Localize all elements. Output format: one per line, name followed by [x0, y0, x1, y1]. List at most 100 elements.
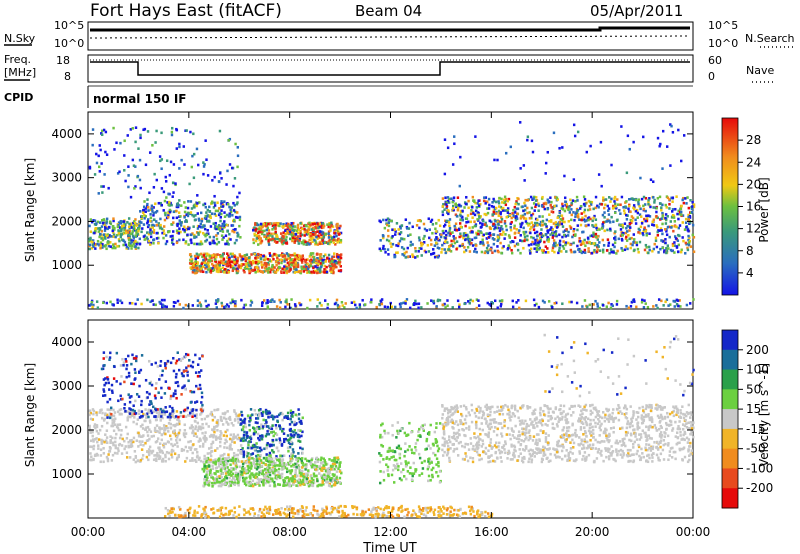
- power-echo: [222, 222, 225, 226]
- power-echo: [675, 195, 678, 198]
- power-echo: [329, 240, 333, 244]
- power-echo: [441, 303, 444, 307]
- power-echo: [314, 241, 318, 245]
- velocity-echo: [108, 358, 111, 362]
- power-echo: [587, 247, 590, 250]
- power-echo: [432, 301, 436, 305]
- power-echo: [472, 212, 475, 215]
- power-echo: [252, 228, 255, 232]
- power-echo: [521, 221, 524, 225]
- power-echo: [157, 222, 160, 225]
- power-echo: [614, 204, 617, 208]
- power-echo: [533, 303, 537, 307]
- power-echo: [579, 240, 582, 243]
- velocity-echo: [219, 454, 222, 458]
- power-echo: [268, 222, 272, 225]
- power-echo: [248, 259, 251, 262]
- velocity-echo: [111, 419, 114, 422]
- power-echo: [635, 208, 639, 212]
- power-echo: [282, 241, 285, 244]
- power-echo: [198, 230, 202, 234]
- power-echo: [143, 200, 146, 203]
- power-echo: [470, 230, 474, 234]
- power-echo: [506, 211, 510, 214]
- velocity-echo: [184, 415, 188, 418]
- velocity-echo: [176, 445, 179, 448]
- velocity-echo: [111, 453, 115, 457]
- power-echo: [216, 209, 220, 213]
- power-echo: [331, 259, 334, 263]
- power-echo: [591, 224, 594, 227]
- velocity-echo: [139, 368, 143, 372]
- power-echo: [454, 226, 457, 230]
- power-echo: [146, 218, 150, 221]
- power-echo: [257, 227, 260, 231]
- power-echo: [510, 216, 513, 220]
- velocity-echo: [286, 438, 289, 442]
- power-echo: [332, 235, 336, 239]
- power-echo: [172, 191, 175, 194]
- power-echo: [166, 230, 170, 234]
- power-echo: [629, 226, 632, 229]
- power-echo: [386, 223, 389, 227]
- power-echo: [338, 226, 341, 230]
- velocity-echo: [233, 409, 236, 412]
- freq-label-1: Freq.: [4, 53, 31, 66]
- power-echo: [379, 299, 383, 303]
- power-echo: [474, 223, 478, 226]
- power-echo: [194, 257, 198, 261]
- velocity-echo: [238, 436, 241, 440]
- power-echo: [678, 212, 681, 216]
- power-echo: [271, 255, 274, 258]
- velocity-echo: [268, 454, 271, 457]
- power-echo: [656, 306, 659, 310]
- power-echo: [221, 252, 225, 256]
- power-echo: [593, 242, 597, 245]
- velocity-echo: [288, 445, 292, 449]
- velocity-echo: [265, 421, 268, 424]
- power-echo: [499, 233, 502, 236]
- power-echo: [578, 218, 581, 221]
- power-echo: [492, 197, 495, 201]
- velocity-echo: [200, 411, 203, 415]
- velocity-echo: [144, 419, 147, 423]
- power-echo: [610, 250, 613, 254]
- power-echo: [672, 216, 676, 219]
- power-echo: [120, 233, 123, 237]
- power-echo: [338, 263, 341, 266]
- power-echo: [663, 249, 666, 252]
- power-echo: [254, 270, 257, 274]
- power-echo: [628, 198, 631, 201]
- power-echo: [471, 226, 474, 229]
- power-echo: [230, 166, 234, 170]
- power-echo: [283, 260, 286, 263]
- power-echo: [485, 213, 488, 217]
- power-echo: [551, 305, 554, 309]
- power-echo: [497, 250, 500, 254]
- power-echo: [268, 234, 272, 237]
- velocity-echo: [194, 459, 197, 462]
- power-echo: [652, 247, 656, 251]
- velocity-echo: [104, 433, 107, 436]
- power-echo: [94, 247, 97, 250]
- power-echo: [205, 233, 209, 237]
- power-echo: [94, 227, 98, 230]
- power-echo: [399, 305, 402, 309]
- power-echo: [397, 228, 400, 231]
- power-echo: [200, 211, 203, 215]
- power-echo: [317, 259, 321, 263]
- power-echo: [139, 133, 142, 137]
- velocity-echo: [172, 356, 175, 360]
- power-echo: [630, 219, 634, 223]
- velocity-echo: [151, 449, 155, 453]
- power-echo: [592, 242, 595, 245]
- velocity-echo: [194, 432, 197, 436]
- power-echo: [604, 203, 607, 207]
- velocity-echo: [110, 424, 113, 428]
- power-echo: [296, 231, 300, 235]
- power-echo: [592, 303, 595, 306]
- power-echo: [249, 304, 252, 307]
- power-echo: [519, 239, 522, 242]
